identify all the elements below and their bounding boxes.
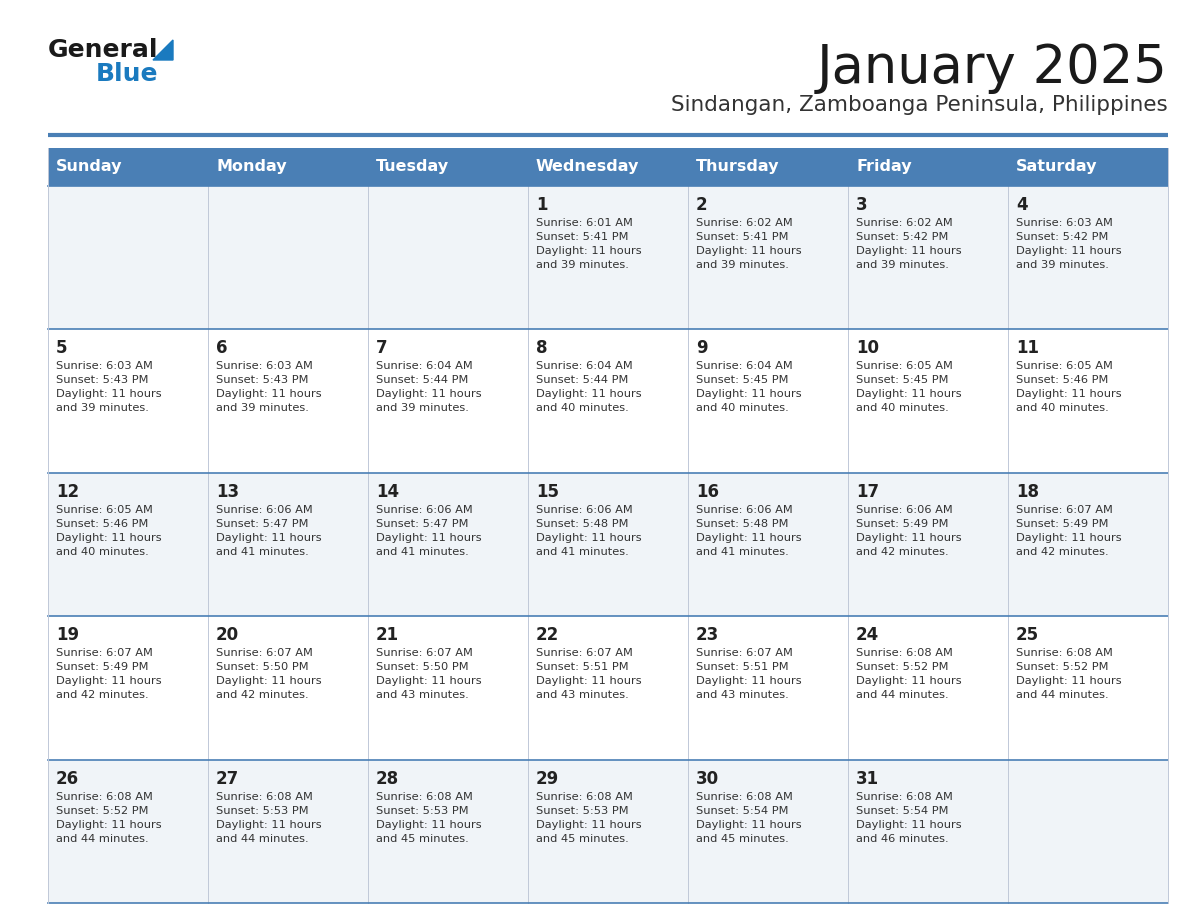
Text: 2: 2 [696, 196, 708, 214]
Text: 5: 5 [56, 340, 68, 357]
Text: Saturday: Saturday [1016, 160, 1098, 174]
Text: Sunrise: 6:06 AM
Sunset: 5:47 PM
Daylight: 11 hours
and 41 minutes.: Sunrise: 6:06 AM Sunset: 5:47 PM Dayligh… [216, 505, 322, 557]
Text: Sunrise: 6:06 AM
Sunset: 5:49 PM
Daylight: 11 hours
and 42 minutes.: Sunrise: 6:06 AM Sunset: 5:49 PM Dayligh… [857, 505, 961, 557]
Text: Sunrise: 6:06 AM
Sunset: 5:48 PM
Daylight: 11 hours
and 41 minutes.: Sunrise: 6:06 AM Sunset: 5:48 PM Dayligh… [696, 505, 802, 557]
Text: Sunrise: 6:03 AM
Sunset: 5:43 PM
Daylight: 11 hours
and 39 minutes.: Sunrise: 6:03 AM Sunset: 5:43 PM Dayligh… [216, 362, 322, 413]
Text: January 2025: January 2025 [817, 42, 1168, 94]
Text: Sunrise: 6:04 AM
Sunset: 5:44 PM
Daylight: 11 hours
and 40 minutes.: Sunrise: 6:04 AM Sunset: 5:44 PM Dayligh… [536, 362, 642, 413]
Text: 22: 22 [536, 626, 560, 644]
Text: Sunrise: 6:07 AM
Sunset: 5:49 PM
Daylight: 11 hours
and 42 minutes.: Sunrise: 6:07 AM Sunset: 5:49 PM Dayligh… [1016, 505, 1121, 557]
Bar [1007, 148, 1168, 186]
Bar [208, 148, 368, 186]
Text: Tuesday: Tuesday [375, 160, 449, 174]
Text: Sunrise: 6:08 AM
Sunset: 5:53 PM
Daylight: 11 hours
and 45 minutes.: Sunrise: 6:08 AM Sunset: 5:53 PM Dayligh… [536, 791, 642, 844]
Text: 31: 31 [857, 769, 879, 788]
Text: Sunrise: 6:07 AM
Sunset: 5:51 PM
Daylight: 11 hours
and 43 minutes.: Sunrise: 6:07 AM Sunset: 5:51 PM Dayligh… [696, 648, 802, 700]
Text: Sunrise: 6:08 AM
Sunset: 5:53 PM
Daylight: 11 hours
and 45 minutes.: Sunrise: 6:08 AM Sunset: 5:53 PM Dayligh… [375, 791, 481, 844]
Text: Sunrise: 6:03 AM
Sunset: 5:43 PM
Daylight: 11 hours
and 39 minutes.: Sunrise: 6:03 AM Sunset: 5:43 PM Dayligh… [56, 362, 162, 413]
Text: Sunrise: 6:05 AM
Sunset: 5:46 PM
Daylight: 11 hours
and 40 minutes.: Sunrise: 6:05 AM Sunset: 5:46 PM Dayligh… [56, 505, 162, 557]
Text: 19: 19 [56, 626, 80, 644]
Text: Wednesday: Wednesday [536, 160, 639, 174]
Text: 1: 1 [536, 196, 548, 214]
Text: 26: 26 [56, 769, 80, 788]
Text: Sunrise: 6:05 AM
Sunset: 5:46 PM
Daylight: 11 hours
and 40 minutes.: Sunrise: 6:05 AM Sunset: 5:46 PM Dayligh… [1016, 362, 1121, 413]
Text: Sunrise: 6:07 AM
Sunset: 5:49 PM
Daylight: 11 hours
and 42 minutes.: Sunrise: 6:07 AM Sunset: 5:49 PM Dayligh… [56, 648, 162, 700]
Text: 29: 29 [536, 769, 560, 788]
Text: 8: 8 [536, 340, 548, 357]
Bar [48, 473, 1168, 616]
Text: Sunrise: 6:08 AM
Sunset: 5:54 PM
Daylight: 11 hours
and 45 minutes.: Sunrise: 6:08 AM Sunset: 5:54 PM Dayligh… [696, 791, 802, 844]
Text: Sunrise: 6:08 AM
Sunset: 5:52 PM
Daylight: 11 hours
and 44 minutes.: Sunrise: 6:08 AM Sunset: 5:52 PM Dayligh… [56, 791, 162, 844]
Text: 20: 20 [216, 626, 239, 644]
Text: Sunrise: 6:08 AM
Sunset: 5:52 PM
Daylight: 11 hours
and 44 minutes.: Sunrise: 6:08 AM Sunset: 5:52 PM Dayligh… [857, 648, 961, 700]
Bar [848, 148, 1007, 186]
Bar [48, 148, 208, 186]
Bar [688, 148, 848, 186]
Text: Blue: Blue [96, 62, 158, 86]
Text: Sindangan, Zamboanga Peninsula, Philippines: Sindangan, Zamboanga Peninsula, Philippi… [671, 95, 1168, 115]
Text: 4: 4 [1016, 196, 1028, 214]
Text: Sunrise: 6:06 AM
Sunset: 5:47 PM
Daylight: 11 hours
and 41 minutes.: Sunrise: 6:06 AM Sunset: 5:47 PM Dayligh… [375, 505, 481, 557]
Text: 23: 23 [696, 626, 719, 644]
Text: 25: 25 [1016, 626, 1040, 644]
Text: Friday: Friday [857, 160, 911, 174]
Text: 12: 12 [56, 483, 80, 501]
Text: Sunrise: 6:03 AM
Sunset: 5:42 PM
Daylight: 11 hours
and 39 minutes.: Sunrise: 6:03 AM Sunset: 5:42 PM Dayligh… [1016, 218, 1121, 270]
Text: 16: 16 [696, 483, 719, 501]
Text: 15: 15 [536, 483, 560, 501]
Text: Sunrise: 6:02 AM
Sunset: 5:42 PM
Daylight: 11 hours
and 39 minutes.: Sunrise: 6:02 AM Sunset: 5:42 PM Dayligh… [857, 218, 961, 270]
Text: 27: 27 [216, 769, 239, 788]
Text: Sunrise: 6:07 AM
Sunset: 5:50 PM
Daylight: 11 hours
and 42 minutes.: Sunrise: 6:07 AM Sunset: 5:50 PM Dayligh… [216, 648, 322, 700]
Text: 24: 24 [857, 626, 879, 644]
Text: Sunrise: 6:08 AM
Sunset: 5:54 PM
Daylight: 11 hours
and 46 minutes.: Sunrise: 6:08 AM Sunset: 5:54 PM Dayligh… [857, 791, 961, 844]
Text: Sunday: Sunday [56, 160, 122, 174]
Text: 9: 9 [696, 340, 708, 357]
Text: Sunrise: 6:04 AM
Sunset: 5:44 PM
Daylight: 11 hours
and 39 minutes.: Sunrise: 6:04 AM Sunset: 5:44 PM Dayligh… [375, 362, 481, 413]
Text: 28: 28 [375, 769, 399, 788]
Bar [48, 186, 1168, 330]
Text: 3: 3 [857, 196, 867, 214]
Text: 13: 13 [216, 483, 239, 501]
Text: Sunrise: 6:07 AM
Sunset: 5:50 PM
Daylight: 11 hours
and 43 minutes.: Sunrise: 6:07 AM Sunset: 5:50 PM Dayligh… [375, 648, 481, 700]
Bar [48, 616, 1168, 759]
Polygon shape [153, 40, 173, 60]
Text: Sunrise: 6:06 AM
Sunset: 5:48 PM
Daylight: 11 hours
and 41 minutes.: Sunrise: 6:06 AM Sunset: 5:48 PM Dayligh… [536, 505, 642, 557]
Text: 21: 21 [375, 626, 399, 644]
Text: Sunrise: 6:02 AM
Sunset: 5:41 PM
Daylight: 11 hours
and 39 minutes.: Sunrise: 6:02 AM Sunset: 5:41 PM Dayligh… [696, 218, 802, 270]
Text: Monday: Monday [216, 160, 286, 174]
Bar [527, 148, 688, 186]
Text: Sunrise: 6:08 AM
Sunset: 5:53 PM
Daylight: 11 hours
and 44 minutes.: Sunrise: 6:08 AM Sunset: 5:53 PM Dayligh… [216, 791, 322, 844]
Bar [48, 330, 1168, 473]
Bar [48, 759, 1168, 903]
Text: 14: 14 [375, 483, 399, 501]
Text: 6: 6 [216, 340, 227, 357]
Text: Thursday: Thursday [696, 160, 779, 174]
Text: 7: 7 [375, 340, 387, 357]
Text: 11: 11 [1016, 340, 1040, 357]
Text: 30: 30 [696, 769, 719, 788]
Text: Sunrise: 6:08 AM
Sunset: 5:52 PM
Daylight: 11 hours
and 44 minutes.: Sunrise: 6:08 AM Sunset: 5:52 PM Dayligh… [1016, 648, 1121, 700]
Text: 17: 17 [857, 483, 879, 501]
Text: Sunrise: 6:05 AM
Sunset: 5:45 PM
Daylight: 11 hours
and 40 minutes.: Sunrise: 6:05 AM Sunset: 5:45 PM Dayligh… [857, 362, 961, 413]
Text: General: General [48, 38, 158, 62]
Text: Sunrise: 6:07 AM
Sunset: 5:51 PM
Daylight: 11 hours
and 43 minutes.: Sunrise: 6:07 AM Sunset: 5:51 PM Dayligh… [536, 648, 642, 700]
Text: 10: 10 [857, 340, 879, 357]
Text: Sunrise: 6:01 AM
Sunset: 5:41 PM
Daylight: 11 hours
and 39 minutes.: Sunrise: 6:01 AM Sunset: 5:41 PM Dayligh… [536, 218, 642, 270]
Bar [368, 148, 527, 186]
Text: 18: 18 [1016, 483, 1040, 501]
Text: Sunrise: 6:04 AM
Sunset: 5:45 PM
Daylight: 11 hours
and 40 minutes.: Sunrise: 6:04 AM Sunset: 5:45 PM Dayligh… [696, 362, 802, 413]
